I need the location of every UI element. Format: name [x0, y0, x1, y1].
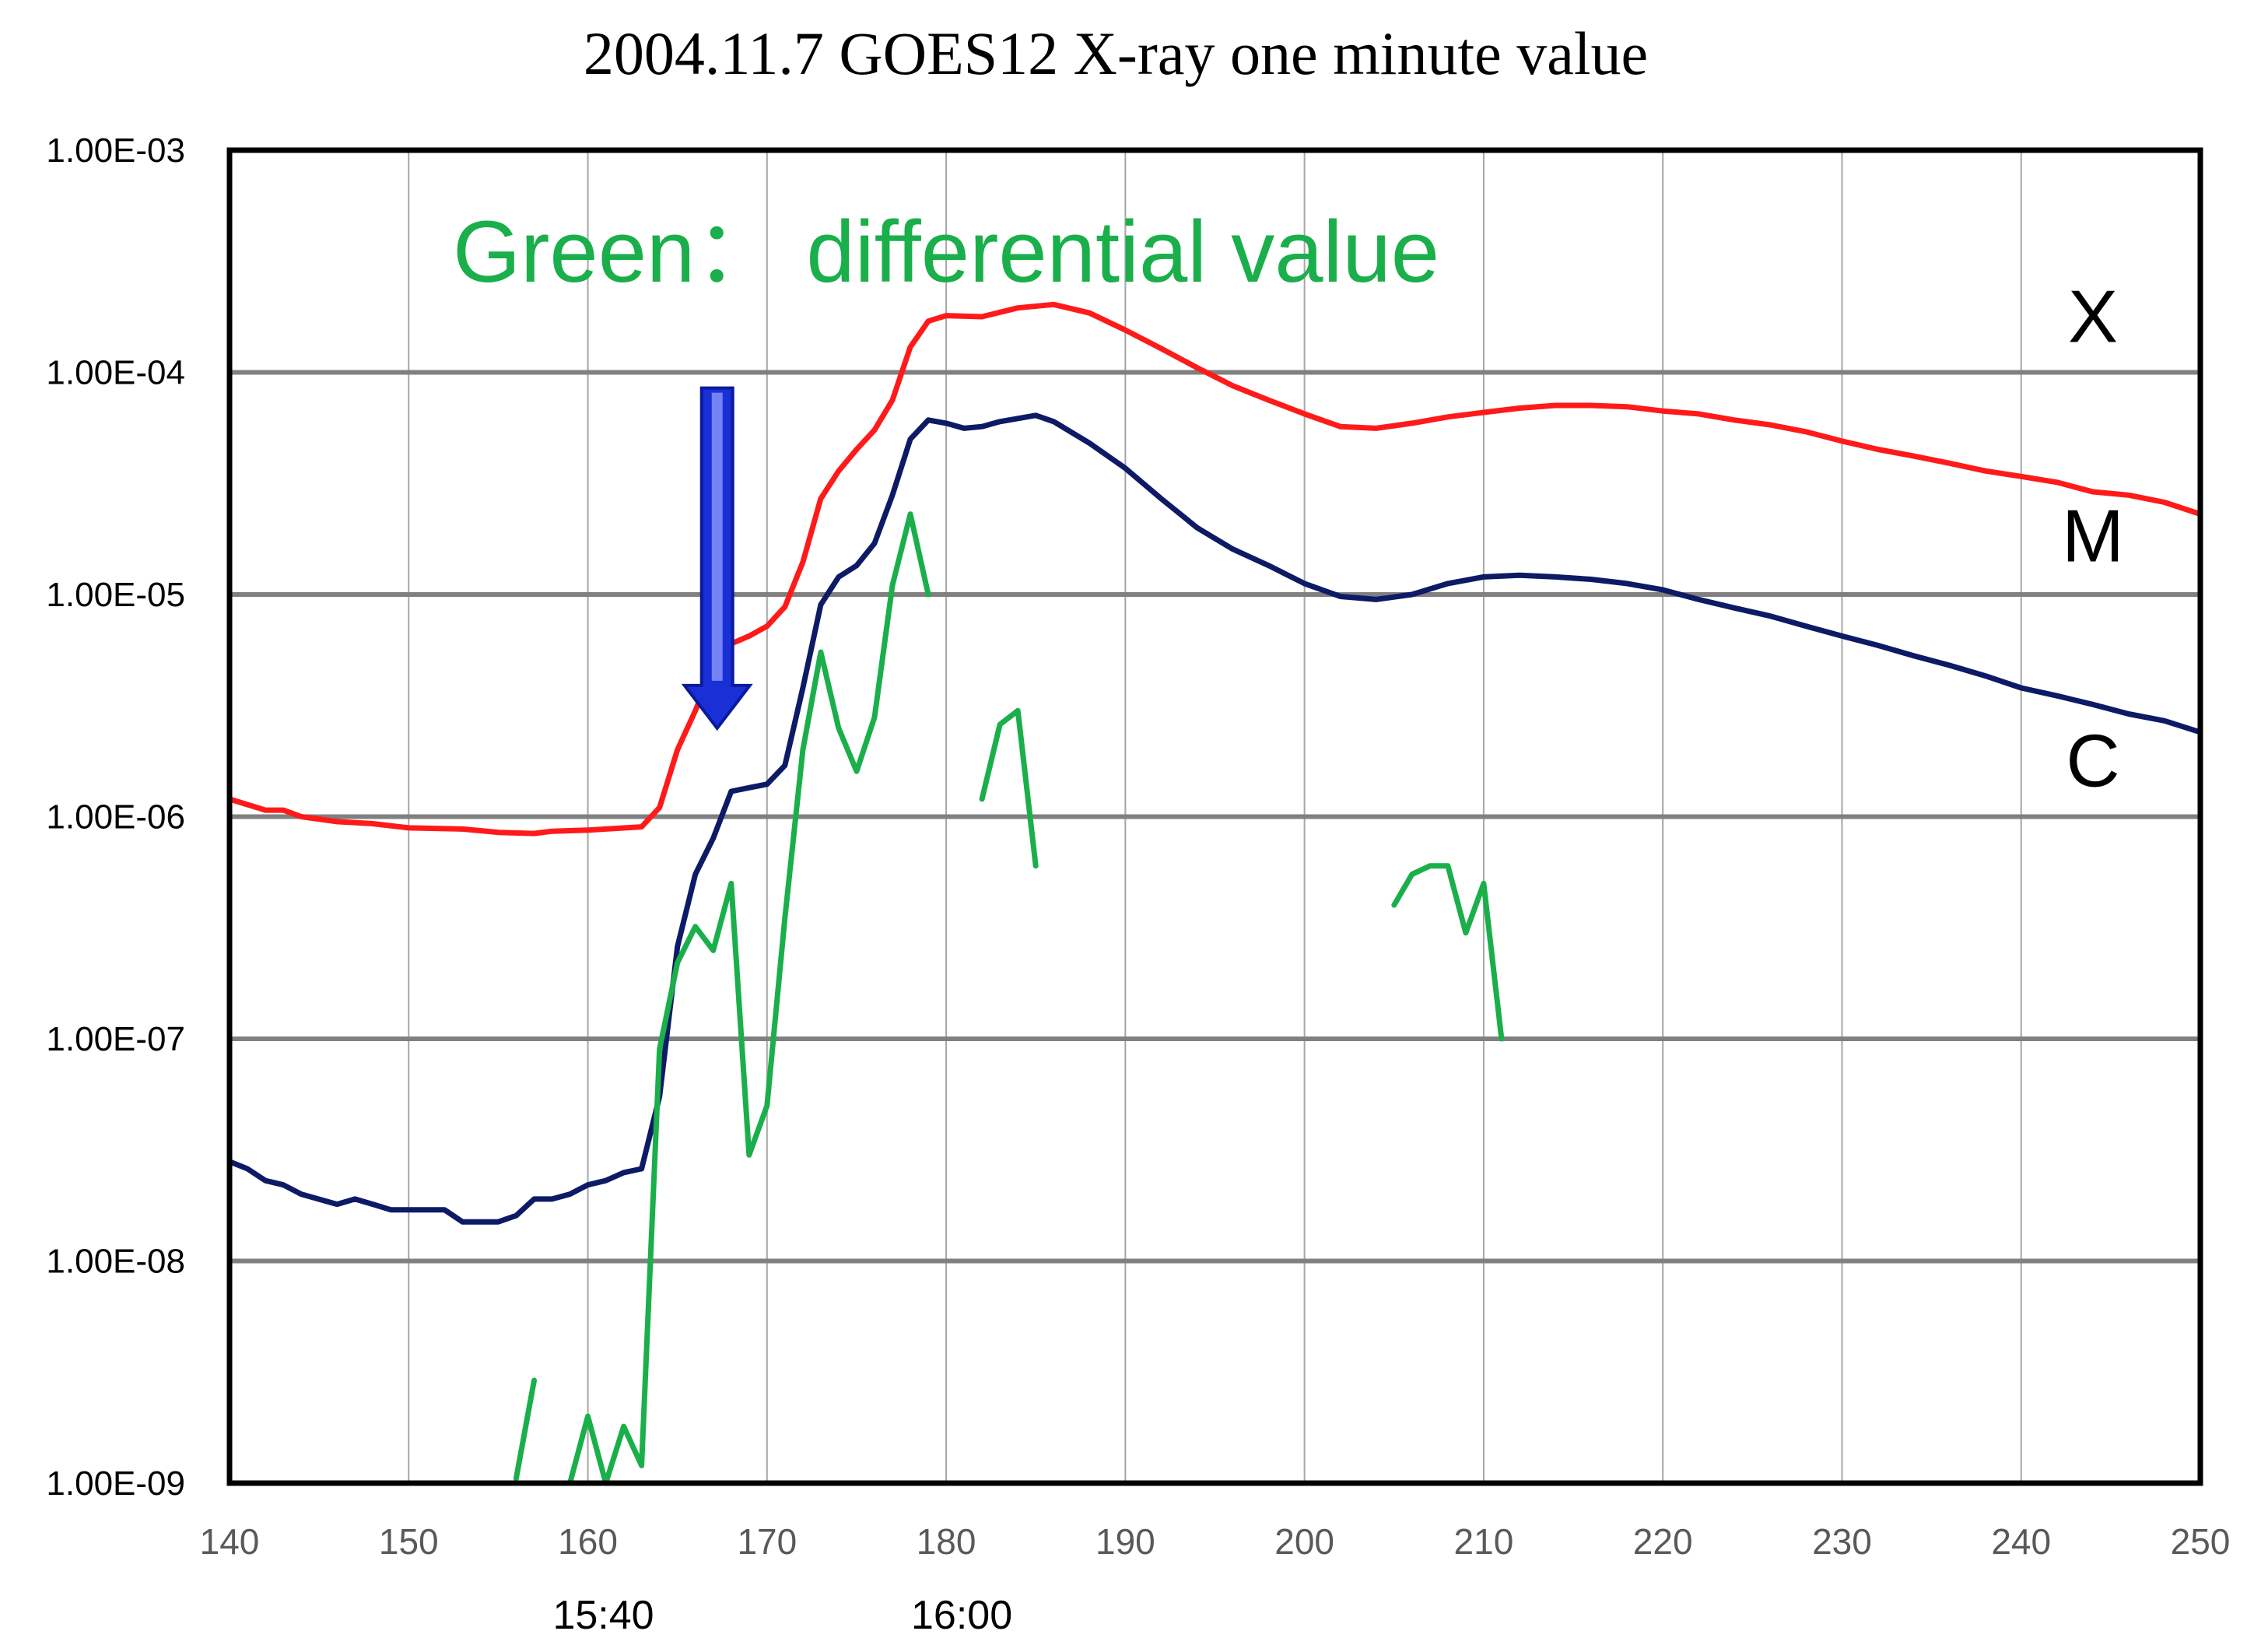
- flare-class-label: C: [2066, 720, 2119, 803]
- series-line: [979, 707, 1039, 869]
- onset-arrow: [681, 386, 753, 731]
- x-tick-label: 250: [2171, 1521, 2231, 1562]
- plot-frame: [226, 147, 2203, 1486]
- x-tick-label: 150: [379, 1521, 439, 1562]
- series-line: [226, 301, 2203, 837]
- time-labels: 15:40 16:00: [552, 1593, 1012, 1638]
- y-axis-ticks: 1.00E-09 1.00E-08 1.00E-07 1.00E-06 1.00E-05…: [46, 132, 185, 1503]
- flare-class-labels: X M C: [2062, 275, 2124, 803]
- y-tick-label: 1.00E-09: [46, 1464, 185, 1503]
- x-tick-label: 230: [1812, 1521, 1872, 1562]
- series-line: [226, 412, 2203, 1225]
- x-tick-label: 220: [1633, 1521, 1693, 1562]
- series-line: [513, 1377, 537, 1482]
- x-tick-label: 180: [917, 1521, 976, 1562]
- x-tick-label: 140: [200, 1521, 260, 1562]
- time-label: 15:40: [552, 1593, 654, 1638]
- flare-class-label: M: [2062, 495, 2124, 578]
- chart-title: 2004.11.7 GOES12 X-ray one minute value: [584, 19, 1648, 87]
- y-tick-label: 1.00E-06: [46, 798, 185, 837]
- y-tick-label: 1.00E-05: [46, 576, 185, 614]
- x-tick-label: 200: [1274, 1521, 1334, 1562]
- x-tick-label: 160: [558, 1521, 618, 1562]
- x-tick-label: 190: [1095, 1521, 1155, 1562]
- arrow-highlight: [711, 392, 723, 681]
- x-tick-label: 210: [1454, 1521, 1514, 1562]
- flare-class-label: X: [2068, 275, 2118, 359]
- x-axis-ticks: 140 150 160 170 180 190 200 210 220 230 240 250: [200, 1521, 2231, 1562]
- series-line: [567, 511, 931, 1486]
- x-tick-label: 240: [1991, 1521, 2051, 1562]
- differential-annotation: Green： differential value: [453, 203, 1439, 300]
- y-tick-label: 1.00E-07: [46, 1020, 185, 1058]
- gridlines: [229, 148, 2201, 1485]
- y-tick-label: 1.00E-03: [46, 132, 185, 170]
- series-lines: [226, 301, 2203, 1486]
- y-tick-label: 1.00E-08: [46, 1243, 185, 1281]
- x-tick-label: 170: [737, 1521, 797, 1562]
- y-tick-label: 1.00E-04: [46, 354, 185, 392]
- time-label: 16:00: [911, 1593, 1012, 1638]
- series-line: [1391, 863, 1505, 1042]
